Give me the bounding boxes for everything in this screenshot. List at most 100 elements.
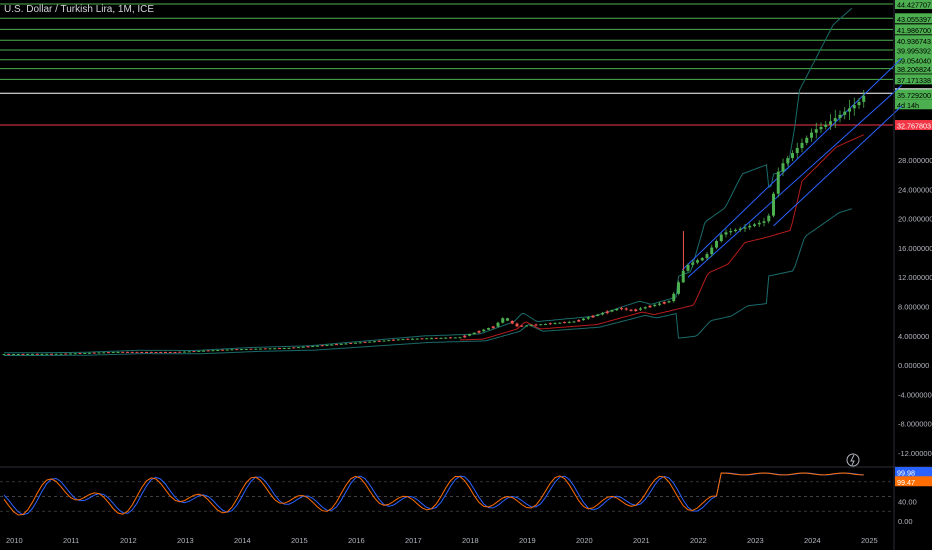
candle-body xyxy=(392,339,395,341)
candle-body xyxy=(130,351,134,353)
candle-body xyxy=(586,317,590,319)
candle-body xyxy=(510,320,514,324)
candle-body xyxy=(240,349,243,351)
candle-body xyxy=(320,345,324,347)
candle-body xyxy=(149,351,153,353)
x-tick-10: 2020 xyxy=(576,536,593,545)
level-label-bg-0 xyxy=(895,0,932,10)
candle-body xyxy=(748,225,752,228)
candle-body xyxy=(335,344,338,346)
candle-body xyxy=(620,308,623,310)
candle-body xyxy=(282,348,286,350)
osc-y-tick-1: 0.00 xyxy=(898,517,913,526)
osc-y-tick-0: 40.00 xyxy=(898,497,917,506)
candle-body xyxy=(705,254,709,259)
candle-body xyxy=(658,303,661,305)
candle-body xyxy=(734,229,737,232)
level-label-bg-4 xyxy=(895,45,932,56)
candle-body xyxy=(83,352,87,354)
candle-body xyxy=(672,293,676,302)
candle-body xyxy=(520,325,524,327)
chart-title: U.S. Dollar / Turkish Lira, 1M, ICE xyxy=(4,4,155,15)
candle-body xyxy=(273,348,277,350)
candle-body xyxy=(154,352,158,354)
x-tick-8: 2018 xyxy=(462,536,479,545)
candle-body xyxy=(487,328,490,330)
x-tick-6: 2016 xyxy=(348,536,365,545)
candle-body xyxy=(168,352,172,354)
candle-body xyxy=(244,348,248,350)
candle-body xyxy=(482,329,486,332)
lower-band xyxy=(4,208,853,356)
candle-body xyxy=(795,147,799,154)
candle-body xyxy=(729,231,733,233)
candle-body xyxy=(325,344,329,346)
candle-body xyxy=(216,350,220,352)
candle-body xyxy=(838,114,842,119)
candle-body xyxy=(468,334,471,336)
candle-body xyxy=(553,323,557,325)
candle-body xyxy=(743,227,747,229)
candle-body xyxy=(615,308,619,311)
candle-body xyxy=(396,339,400,341)
level-label-5: 39.054040 xyxy=(897,56,931,65)
level-label-6: 38.206824 xyxy=(897,65,931,74)
candle-body xyxy=(814,129,818,133)
candle-body xyxy=(525,325,528,327)
candle-body xyxy=(78,353,82,355)
candle-body xyxy=(539,324,543,326)
level-label-bg-6 xyxy=(895,63,932,74)
candle-body xyxy=(772,193,775,216)
x-tick-14: 2024 xyxy=(804,536,821,545)
candle-body xyxy=(439,337,443,339)
candle-body xyxy=(715,241,718,248)
candle-body xyxy=(501,318,505,323)
candle-body xyxy=(624,308,628,310)
candle-body xyxy=(415,338,419,340)
candle-body xyxy=(211,350,215,352)
candle-body xyxy=(653,304,657,307)
candle-body xyxy=(387,340,391,342)
candle-body xyxy=(107,352,110,354)
x-tick-2: 2012 xyxy=(120,536,137,545)
candle-body xyxy=(686,264,690,271)
y-tick-3: 16.000000 xyxy=(898,244,932,253)
candle-body xyxy=(767,215,771,222)
candle-body xyxy=(145,351,148,353)
osc-value-label-0: 99.98 xyxy=(897,469,915,478)
candle-body xyxy=(126,351,129,353)
candle-body xyxy=(710,247,714,255)
candle-body xyxy=(696,260,699,263)
x-tick-12: 2022 xyxy=(690,536,707,545)
x-tick-3: 2013 xyxy=(177,536,194,545)
candle-body xyxy=(430,338,433,340)
candle-body xyxy=(463,335,467,338)
flash-icon[interactable] xyxy=(846,453,860,467)
candle-body xyxy=(681,270,685,283)
candle-body xyxy=(35,353,39,355)
x-tick-13: 2023 xyxy=(747,536,764,545)
level-label-0: 44.427707 xyxy=(897,1,931,10)
level-label-7: 37.171338 xyxy=(897,76,931,85)
candle-body xyxy=(92,352,96,354)
y-tick-2: 20.000000 xyxy=(898,215,932,224)
candle-body xyxy=(311,346,315,348)
candle-body xyxy=(54,353,58,355)
candle-body xyxy=(349,343,353,345)
candle-body xyxy=(230,349,234,351)
candle-body xyxy=(88,352,91,354)
candle-body xyxy=(810,132,813,138)
candle-body xyxy=(183,351,186,353)
candle-body xyxy=(339,343,343,345)
y-tick-1: 24.000000 xyxy=(898,185,932,194)
candle-body xyxy=(648,305,652,308)
candle-body xyxy=(848,108,851,112)
candle-body xyxy=(254,348,258,350)
candle-body xyxy=(40,353,44,355)
candle-body xyxy=(50,353,53,355)
candle-body xyxy=(31,353,34,355)
candle-body xyxy=(719,234,723,242)
candle-body xyxy=(111,352,115,354)
